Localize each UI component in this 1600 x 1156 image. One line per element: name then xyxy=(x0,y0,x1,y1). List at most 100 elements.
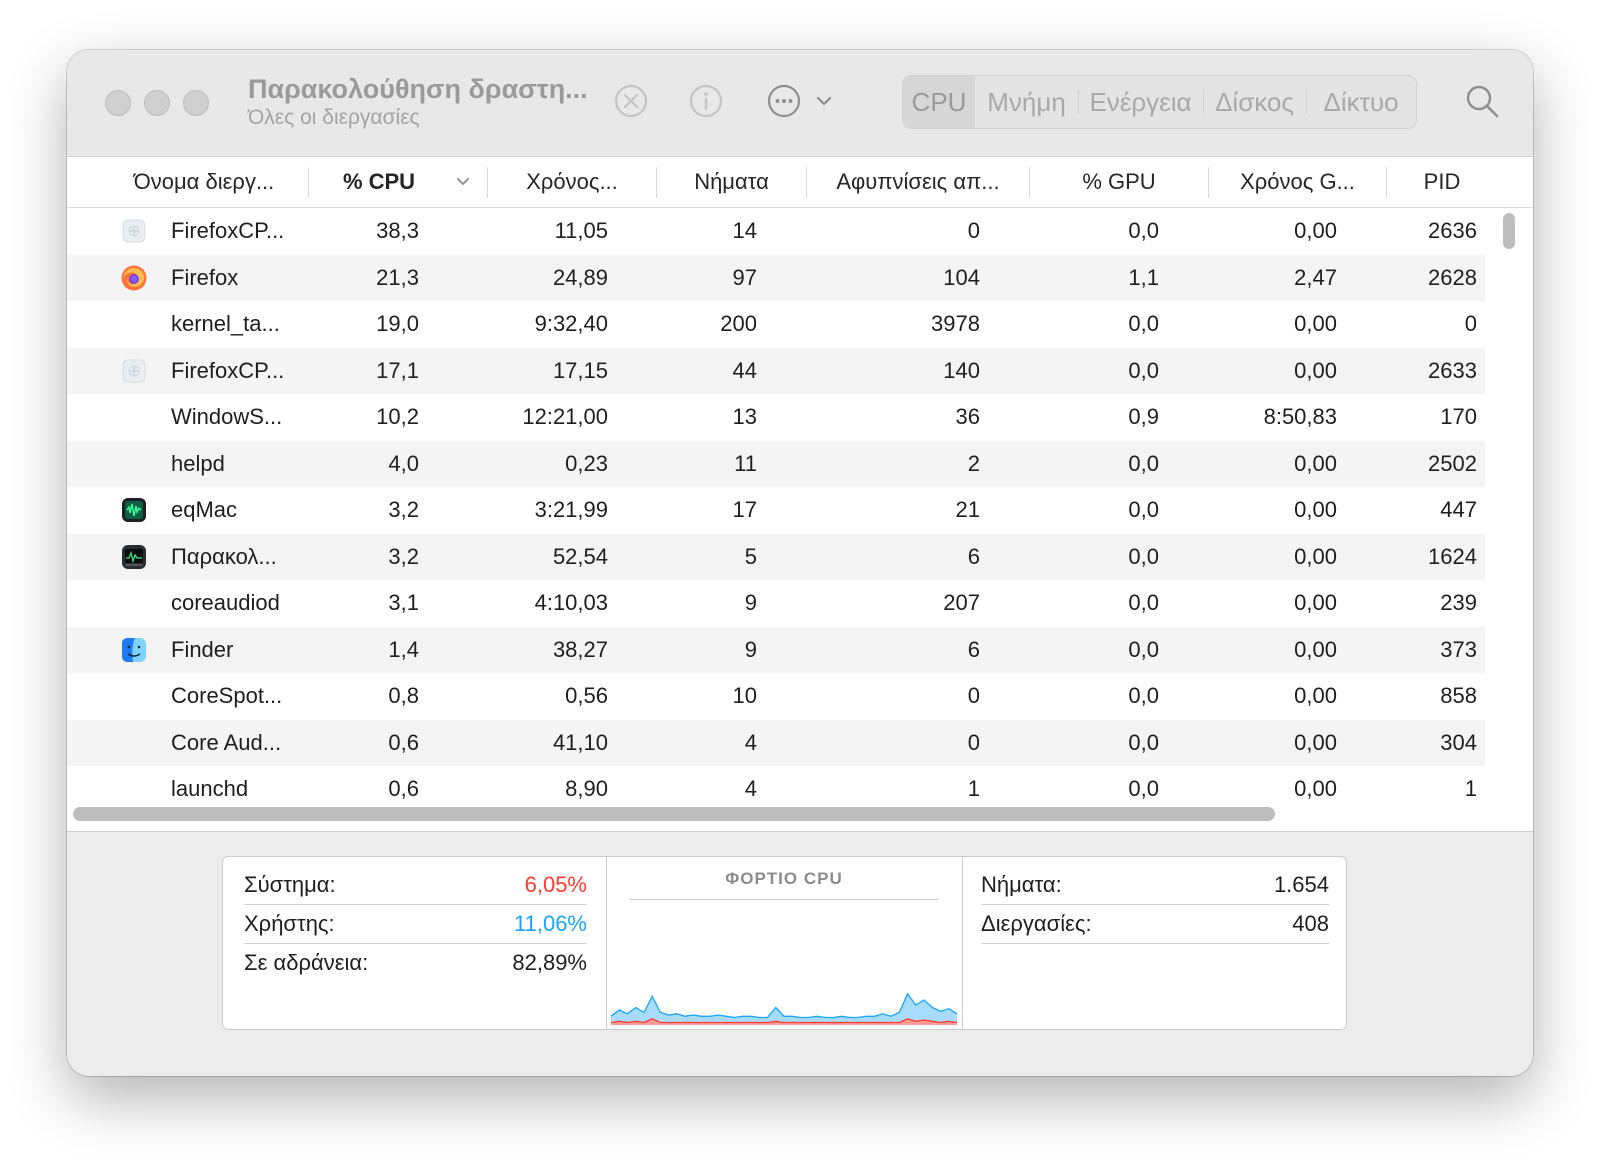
column-header-threads[interactable]: Νήματα xyxy=(694,169,769,194)
cell-gpu-time: 0,00 xyxy=(1294,543,1337,569)
cell-threads: 11 xyxy=(734,450,757,476)
cell-threads: 17 xyxy=(732,497,757,522)
cell-process-name: eqMac xyxy=(171,497,238,522)
cell-pid: 1624 xyxy=(1428,543,1477,569)
cell-gpu-time: 2,47 xyxy=(1294,264,1337,290)
ellipsis-circle-icon[interactable] xyxy=(766,83,802,119)
user-value: 11,06% xyxy=(514,911,587,936)
table-header: Όνομα διεργ... % CPU Χρόνος... Νήματα Αφ… xyxy=(67,157,1533,208)
cell-pid: 2636 xyxy=(1428,218,1477,243)
tab-network[interactable]: Δίκτυο xyxy=(1306,76,1416,128)
cell-pid: 858 xyxy=(1440,683,1477,708)
cell-process-name: WindowS... xyxy=(171,404,283,429)
table-row[interactable]: Firefox 21,3 24,89 97 104 1,1 2,47 2628 xyxy=(67,254,1485,301)
threads-value: 1.654 xyxy=(1273,872,1329,897)
threads-label: Νήματα: xyxy=(981,872,1062,897)
cell-threads: 4 xyxy=(744,729,757,755)
table-row[interactable]: Core Aud... 0,6 41,10 4 0 0,0 0,00 304 xyxy=(67,719,1485,766)
user-load-area xyxy=(611,993,957,1025)
cell-cpu: 3,2 xyxy=(388,497,419,522)
cell-process-name: coreaudiod xyxy=(171,590,280,615)
column-header-pid[interactable]: PID xyxy=(1423,169,1461,194)
x-circle-icon[interactable] xyxy=(613,83,649,119)
search-icon[interactable] xyxy=(1464,83,1502,121)
cell-wakeups: 0 xyxy=(967,729,980,755)
table-row[interactable]: FirefoxCP... 38,3 11,05 14 0 0,0 0,00 2636 xyxy=(67,208,1485,255)
cell-wakeups: 21 xyxy=(955,497,980,522)
stat-system: Σύστημα: 6,05% xyxy=(244,866,587,905)
system-label: Σύστημα: xyxy=(244,872,336,897)
tab-cpu[interactable]: CPU xyxy=(903,76,975,128)
column-header-gpu[interactable]: % GPU xyxy=(1082,169,1156,194)
cell-cpu-time: 41,10 xyxy=(552,729,608,755)
cell-gpu-time: 8:50,83 xyxy=(1263,404,1337,429)
cell-cpu-time: 3:21,99 xyxy=(534,497,608,522)
activity-monitor-icon xyxy=(120,543,148,571)
column-header-cpu-time[interactable]: Χρόνος... xyxy=(526,169,618,194)
table-row[interactable]: kernel_ta... 19,0 9:32,40 200 3978 0,0 0,00 0 xyxy=(67,301,1485,348)
cell-cpu: 3,1 xyxy=(388,590,419,615)
cell-wakeups: 1 xyxy=(967,776,980,799)
cell-cpu-time: 8,90 xyxy=(565,776,608,799)
table-row[interactable]: FirefoxCP... 17,1 17,15 44 140 0,0 0,00 2633 xyxy=(67,347,1485,394)
column-header-idle-wakeups[interactable]: Αφυπνίσεις απ... xyxy=(836,169,1000,194)
zoom-window-button[interactable] xyxy=(183,90,209,116)
table-row[interactable]: Finder 1,4 38,27 9 6 0,0 0,00 373 xyxy=(67,626,1485,673)
cell-pid: 170 xyxy=(1440,404,1477,429)
column-header-process-name[interactable]: Όνομα διεργ... xyxy=(133,169,275,194)
cell-gpu-time: 0,00 xyxy=(1294,311,1337,336)
cell-cpu-time: 17,15 xyxy=(552,357,608,383)
tab-memory[interactable]: Μνήμη xyxy=(987,86,1066,117)
table-row[interactable]: WindowS... 10,2 12:21,00 13 36 0,9 8:50,83 170 xyxy=(67,394,1485,441)
cell-cpu-time: 0,56 xyxy=(565,683,608,708)
cell-cpu: 0,6 xyxy=(388,729,419,755)
cell-cpu-time: 4:10,03 xyxy=(534,590,608,615)
cell-process-name: Firefox xyxy=(171,264,239,290)
sort-descending-icon[interactable] xyxy=(455,173,471,189)
table-row[interactable]: helpd 4,0 0,23 11 2 0,0 0,00 2502 xyxy=(67,440,1485,487)
table-row[interactable]: coreaudiod 3,1 4:10,03 9 207 0,0 0,00 239 xyxy=(67,580,1485,627)
view-tabs: CPU Μνήμη Ενέργεια Δίσκος Δίκτυο xyxy=(902,75,1417,129)
cell-cpu: 1,4 xyxy=(388,636,419,662)
info-circle-icon[interactable] xyxy=(688,83,724,119)
finder-icon xyxy=(120,636,148,664)
generic-app-icon xyxy=(120,217,148,245)
horizontal-scroll-track xyxy=(67,799,1533,832)
minimize-window-button[interactable] xyxy=(144,90,170,116)
cell-process-name: FirefoxCP... xyxy=(171,357,285,383)
system-value: 6,05% xyxy=(524,872,587,897)
cell-gpu-time: 0,00 xyxy=(1294,729,1337,755)
table-row[interactable]: CoreSpot... 0,8 0,56 10 0 0,0 0,00 858 xyxy=(67,673,1485,720)
processes-value: 408 xyxy=(1292,911,1329,936)
horizontal-scrollbar[interactable] xyxy=(73,807,1275,821)
cell-threads: 13 xyxy=(732,404,757,429)
cell-pid: 2633 xyxy=(1428,357,1477,383)
cell-pid: 2502 xyxy=(1428,450,1477,476)
cell-process-name: Core Aud... xyxy=(171,729,282,755)
cell-cpu: 38,3 xyxy=(376,218,419,243)
chevron-down-icon[interactable] xyxy=(816,95,832,107)
column-header-gpu-time[interactable]: Χρόνος G... xyxy=(1240,169,1355,194)
cell-gpu-time: 0,00 xyxy=(1294,776,1337,799)
tab-disk[interactable]: Δίσκος xyxy=(1203,76,1306,128)
user-label: Χρήστης: xyxy=(244,911,335,936)
close-window-button[interactable] xyxy=(105,90,131,116)
cell-gpu-time: 0,00 xyxy=(1294,636,1337,662)
idle-value: 82,89% xyxy=(512,950,587,975)
column-header-cpu[interactable]: % CPU xyxy=(342,169,416,194)
table-row[interactable]: Παρακολ... 3,2 52,54 5 6 0,0 0,00 1624 xyxy=(67,533,1485,580)
cell-cpu: 10,2 xyxy=(376,404,419,429)
cell-cpu: 17,1 xyxy=(376,357,419,383)
process-table: Όνομα διεργ... % CPU Χρόνος... Νήματα Αφ… xyxy=(67,156,1533,832)
window-subtitle[interactable]: Όλες οι διεργασίες xyxy=(248,106,420,129)
cell-wakeups: 6 xyxy=(967,543,980,569)
cell-gpu-time: 0,00 xyxy=(1294,683,1337,708)
cell-process-name: FirefoxCP... xyxy=(171,218,285,243)
cell-threads: 9 xyxy=(744,636,757,662)
table-row[interactable]: eqMac 3,2 3:21,99 17 21 0,0 0,00 447 xyxy=(67,487,1485,534)
cpu-summary-box: Σύστημα: 6,05% Χρήστης: 11,06% Σε αδράνε… xyxy=(222,856,1347,1030)
cell-gpu-time: 0,00 xyxy=(1294,218,1337,243)
table-row[interactable]: launchd 0,6 8,90 4 1 0,0 0,00 1 xyxy=(67,766,1485,799)
vertical-scrollbar[interactable] xyxy=(1503,213,1515,249)
tab-energy[interactable]: Ενέργεια xyxy=(1078,76,1203,128)
